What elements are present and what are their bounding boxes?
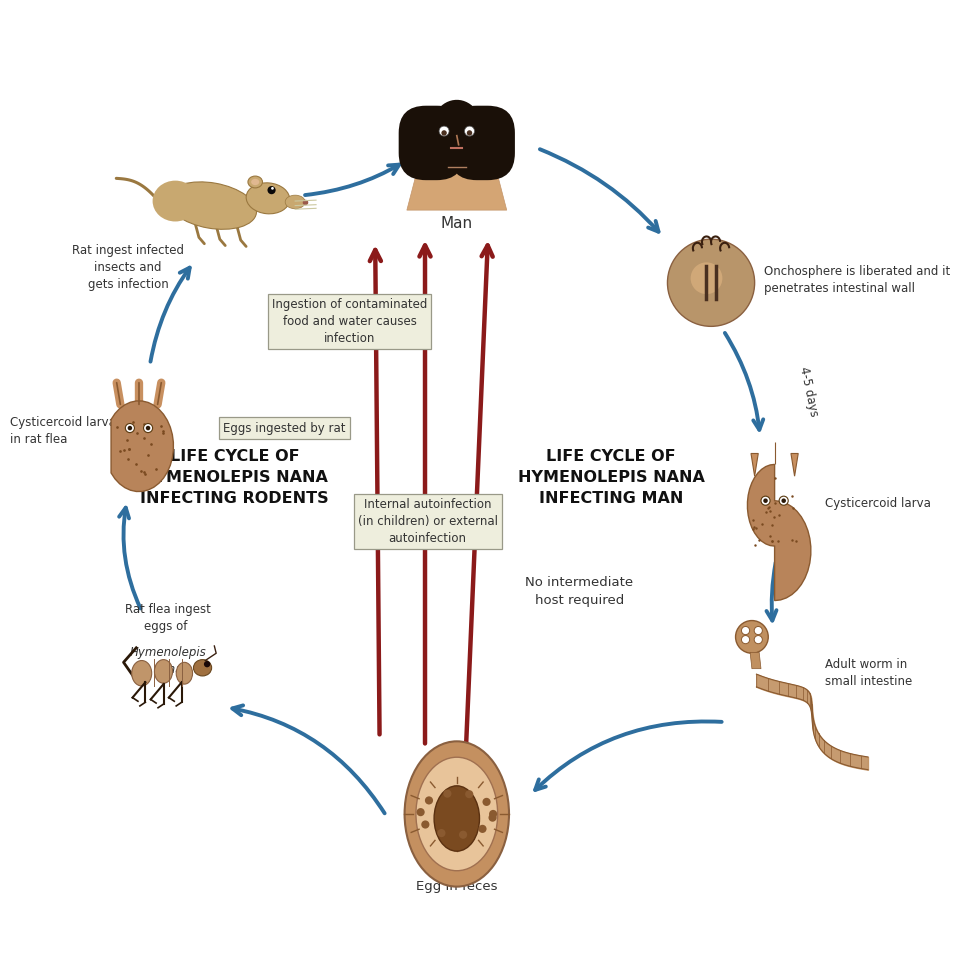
Circle shape bbox=[763, 498, 768, 503]
Text: Internal autoinfection
(in children) or external
autoinfection: Internal autoinfection (in children) or … bbox=[358, 498, 498, 545]
Circle shape bbox=[467, 130, 472, 136]
Polygon shape bbox=[431, 99, 483, 138]
Ellipse shape bbox=[153, 181, 198, 222]
Circle shape bbox=[489, 810, 498, 818]
Circle shape bbox=[489, 814, 497, 822]
Text: LIFE CYCLE OF
HYMENOLEPIS NANA
INFECTING RODENTS: LIFE CYCLE OF HYMENOLEPIS NANA INFECTING… bbox=[140, 449, 329, 507]
Circle shape bbox=[459, 831, 468, 838]
Circle shape bbox=[478, 825, 487, 833]
Ellipse shape bbox=[248, 176, 262, 188]
Circle shape bbox=[668, 239, 754, 326]
FancyArrowPatch shape bbox=[157, 382, 161, 404]
Polygon shape bbox=[111, 401, 173, 491]
Ellipse shape bbox=[285, 195, 305, 208]
Ellipse shape bbox=[434, 786, 479, 851]
Circle shape bbox=[417, 808, 425, 816]
Text: LIFE CYCLE OF
HYMENOLEPIS NANA
INFECTING MAN: LIFE CYCLE OF HYMENOLEPIS NANA INFECTING… bbox=[518, 449, 705, 507]
FancyBboxPatch shape bbox=[449, 106, 515, 180]
Circle shape bbox=[441, 130, 447, 136]
Circle shape bbox=[267, 186, 276, 194]
Circle shape bbox=[144, 424, 153, 433]
Polygon shape bbox=[747, 465, 811, 600]
Circle shape bbox=[425, 796, 434, 805]
Circle shape bbox=[439, 126, 449, 136]
Text: No intermediate
host required: No intermediate host required bbox=[525, 576, 634, 607]
Circle shape bbox=[443, 790, 451, 797]
Circle shape bbox=[754, 626, 762, 635]
FancyArrowPatch shape bbox=[157, 382, 161, 404]
Text: Hymenolepis
nana: Hymenolepis nana bbox=[129, 646, 206, 676]
Ellipse shape bbox=[691, 262, 722, 294]
FancyArrowPatch shape bbox=[117, 382, 121, 404]
Circle shape bbox=[421, 820, 430, 829]
Text: Man: Man bbox=[440, 216, 472, 231]
Circle shape bbox=[465, 126, 474, 136]
Circle shape bbox=[781, 498, 786, 503]
Circle shape bbox=[780, 496, 788, 505]
Circle shape bbox=[736, 620, 768, 653]
Ellipse shape bbox=[176, 663, 192, 684]
Circle shape bbox=[437, 829, 445, 837]
Text: Onchosphere is liberated and it
penetrates intestinal wall: Onchosphere is liberated and it penetrat… bbox=[764, 265, 950, 295]
Ellipse shape bbox=[155, 660, 173, 684]
Circle shape bbox=[204, 661, 210, 667]
Circle shape bbox=[761, 496, 770, 505]
Circle shape bbox=[146, 425, 151, 430]
FancyBboxPatch shape bbox=[399, 106, 464, 180]
Circle shape bbox=[127, 425, 132, 430]
Ellipse shape bbox=[193, 660, 212, 676]
Text: Cysticercoid larva
in rat flea: Cysticercoid larva in rat flea bbox=[10, 416, 116, 445]
Circle shape bbox=[742, 626, 749, 635]
Ellipse shape bbox=[432, 101, 482, 161]
Ellipse shape bbox=[132, 661, 152, 686]
Text: Ingestion of contaminated
food and water causes
infection: Ingestion of contaminated food and water… bbox=[272, 298, 428, 345]
Circle shape bbox=[742, 636, 749, 643]
Circle shape bbox=[754, 636, 762, 643]
Circle shape bbox=[125, 424, 134, 433]
Text: Rat flea ingest
eggs of: Rat flea ingest eggs of bbox=[125, 603, 211, 633]
Text: 4-5 days: 4-5 days bbox=[797, 365, 820, 418]
Text: Egg in feces: Egg in feces bbox=[416, 880, 498, 893]
Text: Cysticercoid larva: Cysticercoid larva bbox=[824, 497, 930, 510]
Circle shape bbox=[466, 790, 473, 798]
Text: Rat ingest infected
insects and
gets infection: Rat ingest infected insects and gets inf… bbox=[72, 244, 184, 291]
Polygon shape bbox=[407, 164, 506, 210]
Text: Adult worm in
small intestine: Adult worm in small intestine bbox=[824, 659, 912, 688]
Ellipse shape bbox=[167, 182, 257, 229]
Polygon shape bbox=[791, 453, 798, 476]
Ellipse shape bbox=[251, 179, 260, 185]
Circle shape bbox=[482, 798, 491, 806]
FancyBboxPatch shape bbox=[421, 128, 493, 197]
Polygon shape bbox=[750, 652, 761, 668]
Circle shape bbox=[271, 187, 274, 189]
Ellipse shape bbox=[404, 741, 509, 886]
Ellipse shape bbox=[246, 183, 290, 214]
Ellipse shape bbox=[416, 757, 498, 871]
Text: Eggs ingested by rat: Eggs ingested by rat bbox=[223, 422, 345, 435]
FancyArrowPatch shape bbox=[117, 382, 121, 404]
Polygon shape bbox=[751, 453, 758, 476]
